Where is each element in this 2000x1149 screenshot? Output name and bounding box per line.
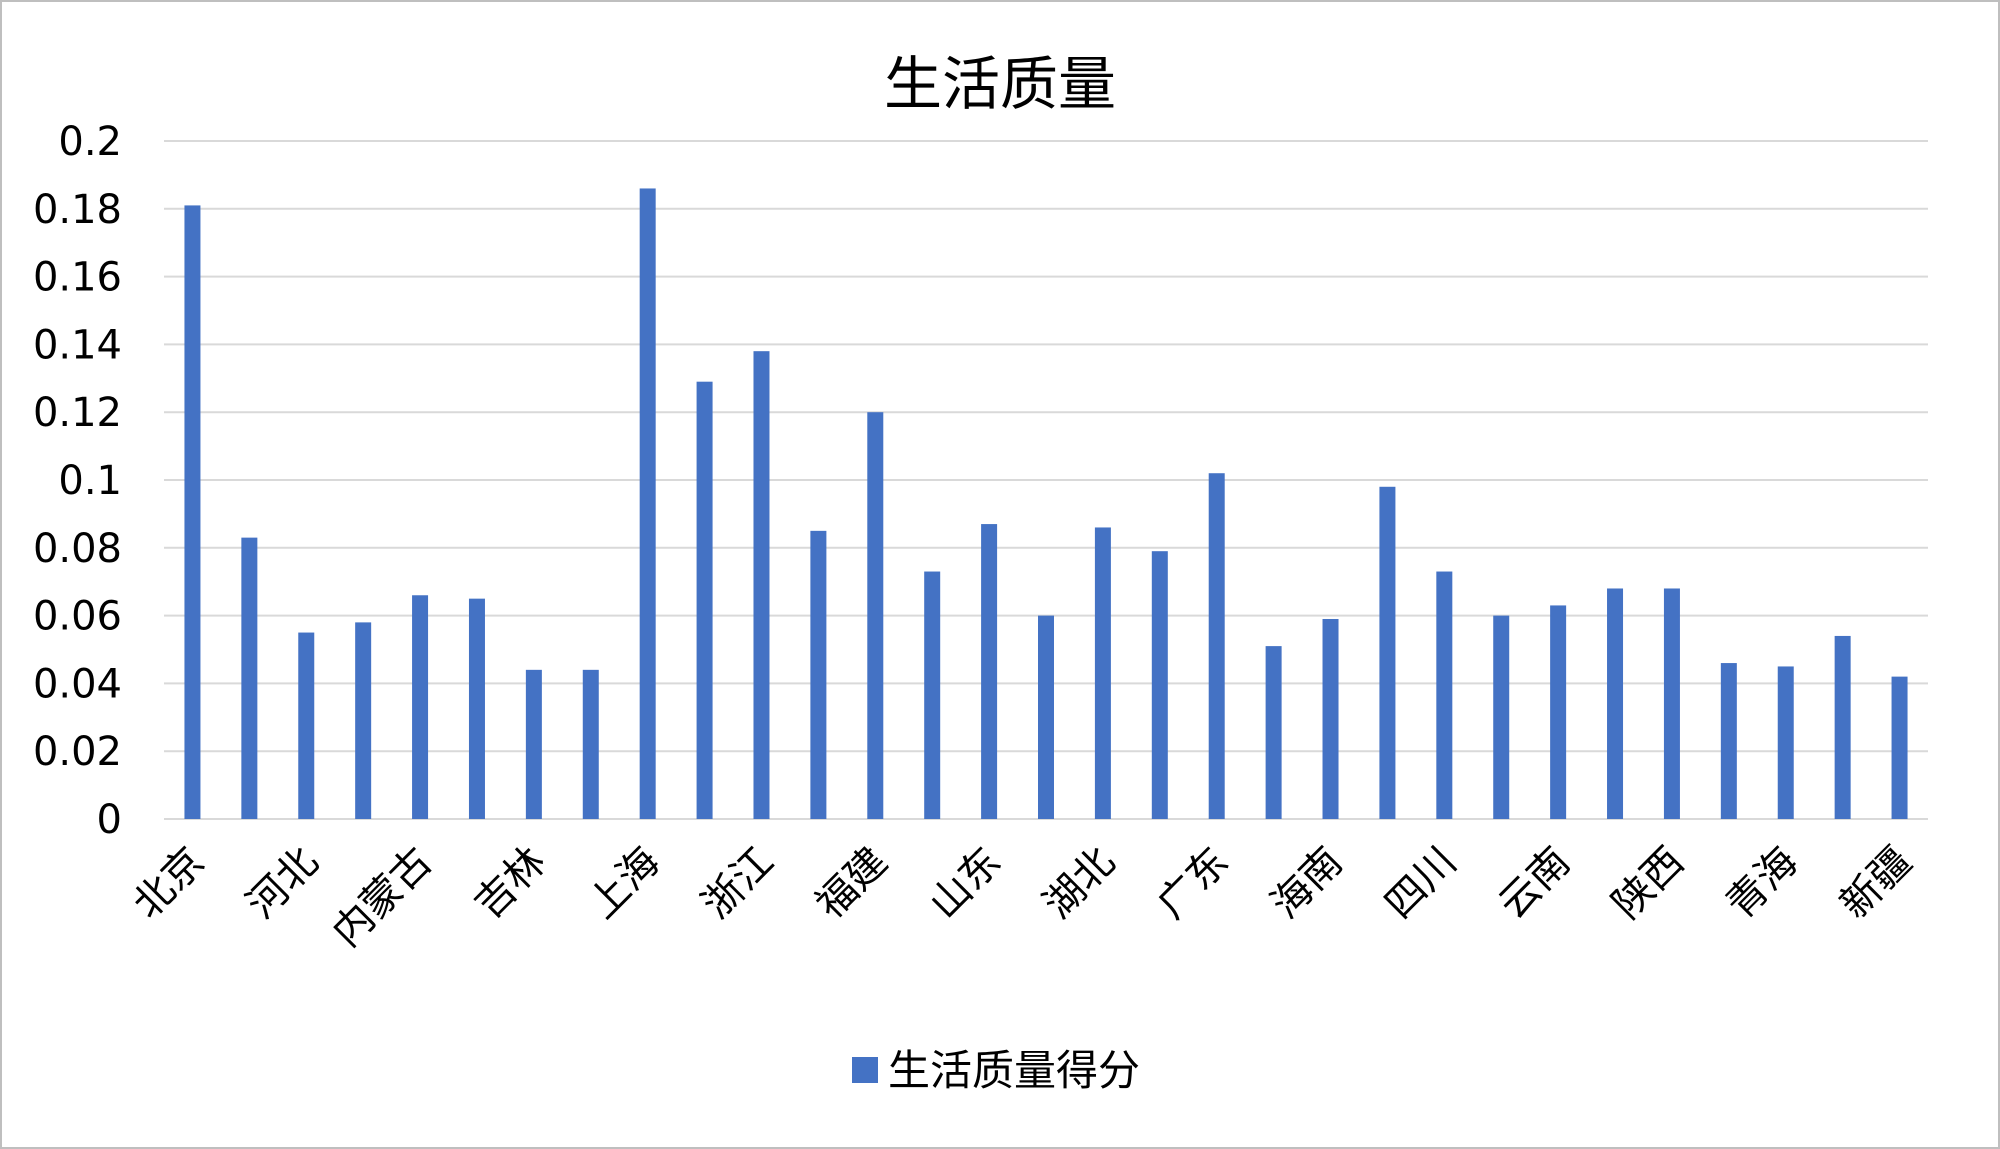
y-tick-label: 0.16 <box>33 255 122 301</box>
bar-河南 <box>1038 615 1054 819</box>
x-tick-label: 新疆 <box>1832 839 1921 928</box>
y-tick-label: 0.12 <box>33 390 122 436</box>
x-tick-label: 四川 <box>1376 839 1465 928</box>
x-tick-label: 北京 <box>124 839 213 928</box>
y-tick-label: 0.06 <box>33 594 122 640</box>
x-tick-label: 陕西 <box>1604 839 1693 928</box>
bar-北京 <box>184 205 201 819</box>
x-tick-label: 内蒙古 <box>324 839 441 956</box>
bar-上海 <box>639 188 656 819</box>
bar-浙江 <box>753 351 770 819</box>
bar-海南 <box>1322 618 1339 819</box>
x-tick-label: 上海 <box>580 839 669 928</box>
bar-西藏 <box>1607 588 1624 819</box>
bars <box>184 188 1908 819</box>
bar-福建 <box>867 412 884 819</box>
bar-四川 <box>1436 571 1453 819</box>
bar-山东 <box>981 524 998 819</box>
bar-黑龙江 <box>582 669 599 819</box>
bar-湖北 <box>1094 527 1111 819</box>
bar-天津 <box>241 537 258 819</box>
bar-辽宁 <box>468 598 485 819</box>
y-tick-label: 0.02 <box>33 729 122 775</box>
bar-江西 <box>924 571 941 819</box>
bar-甘肃 <box>1720 663 1737 819</box>
bar-广东 <box>1208 473 1225 819</box>
bar-新疆 <box>1891 676 1908 819</box>
x-tick-label: 浙江 <box>693 839 782 928</box>
x-tick-label: 吉林 <box>466 839 555 928</box>
bar-安徽 <box>810 530 827 819</box>
y-tick-label: 0.14 <box>33 322 122 368</box>
x-tick-label: 湖北 <box>1035 839 1124 928</box>
y-tick-label: 0.04 <box>33 661 122 707</box>
bar-陕西 <box>1663 588 1680 819</box>
bar-山西 <box>355 622 372 819</box>
y-tick-label: 0.08 <box>33 526 122 572</box>
x-tick-label: 广东 <box>1149 839 1238 928</box>
legend-swatch <box>852 1057 878 1083</box>
bar-河北 <box>298 632 315 819</box>
legend: 生活质量得分 <box>852 1046 1140 1095</box>
bar-宁夏 <box>1834 635 1851 819</box>
x-tick-label: 海南 <box>1262 839 1351 928</box>
legend-label: 生活质量得分 <box>888 1046 1140 1095</box>
chart-title: 生活质量 <box>884 50 1116 118</box>
x-tick-label: 山东 <box>921 839 1010 928</box>
bar-重庆 <box>1379 486 1396 819</box>
bar-江苏 <box>696 381 713 819</box>
y-tick-label: 0.2 <box>58 119 122 165</box>
bar-云南 <box>1550 605 1567 819</box>
y-axis-ticks: 0 0.02 0.04 0.06 0.08 0.1 0.12 0.14 0.16 0.18 0.2 <box>33 119 122 843</box>
x-tick-label: 福建 <box>807 839 896 928</box>
bar-吉林 <box>525 669 542 819</box>
y-tick-label: 0.18 <box>33 187 122 233</box>
bar-贵州 <box>1493 615 1510 819</box>
x-tick-label: 青海 <box>1718 839 1807 928</box>
bar-内蒙古 <box>412 595 429 819</box>
bar-青海 <box>1777 666 1794 819</box>
y-tick-label: 0 <box>97 797 122 843</box>
bar-湖南 <box>1151 551 1168 819</box>
x-tick-label: 云南 <box>1490 839 1579 928</box>
y-tick-label: 0.1 <box>58 458 122 504</box>
x-tick-label: 河北 <box>238 839 327 928</box>
gridlines <box>164 140 1928 820</box>
bar-广西 <box>1265 646 1282 819</box>
